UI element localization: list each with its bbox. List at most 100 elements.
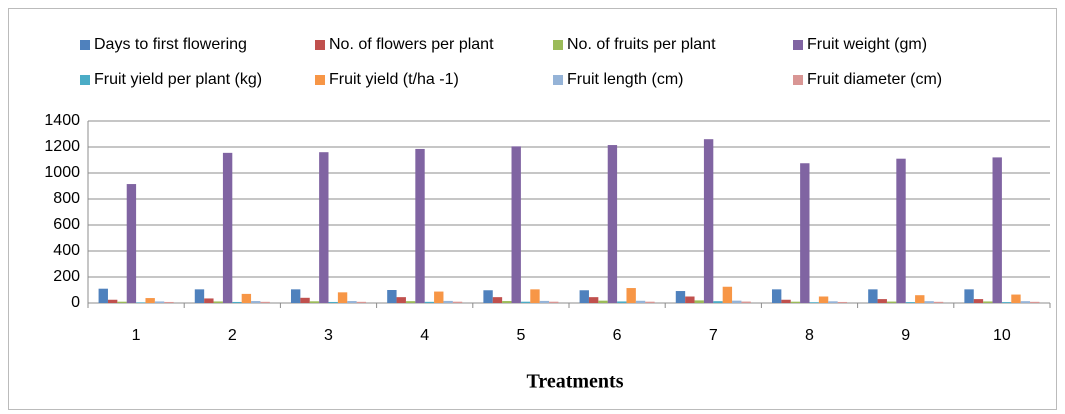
legend-label: No. of fruits per plant (567, 36, 716, 53)
bar (617, 301, 627, 303)
legend-swatch (80, 40, 90, 50)
bar (1030, 301, 1040, 303)
legend-label: Fruit yield per plant (kg) (94, 71, 262, 88)
bar (886, 301, 897, 303)
legend-swatch (553, 40, 563, 50)
y-tick-label: 1000 (44, 164, 80, 181)
bar (877, 299, 887, 303)
bar (443, 300, 453, 303)
legend-swatch (553, 75, 563, 85)
bar (126, 184, 137, 303)
bar (992, 157, 1002, 303)
bar (685, 296, 695, 303)
bar (290, 289, 301, 303)
y-tick-label: 600 (53, 216, 80, 233)
y-tick-label: 1200 (44, 138, 80, 155)
bar (251, 301, 261, 303)
bar (1011, 294, 1021, 303)
x-tick-label: 9 (901, 327, 910, 344)
bar (194, 289, 205, 303)
bar (915, 295, 925, 303)
bar (1001, 302, 1012, 303)
x-tick-label: 8 (805, 327, 814, 344)
bar (588, 297, 599, 303)
bar (905, 302, 916, 303)
bar (713, 301, 723, 303)
legend-label: Fruit diameter (cm) (807, 71, 942, 88)
bar (530, 289, 540, 303)
bar (741, 301, 751, 303)
bar (800, 163, 810, 303)
bar (164, 301, 174, 303)
bar (924, 301, 934, 303)
bar (973, 299, 984, 303)
y-tick-label: 1400 (44, 112, 80, 129)
bar (694, 300, 704, 303)
bar (809, 302, 819, 303)
bar (675, 291, 686, 303)
bar (983, 301, 993, 303)
bar (626, 288, 636, 303)
legend-swatch (793, 40, 803, 50)
bar (452, 301, 463, 303)
y-tick-label: 800 (53, 190, 80, 207)
bar (434, 291, 444, 303)
legend-label: No. of flowers per plant (329, 36, 494, 53)
y-tick-label: 400 (53, 242, 80, 259)
bar (232, 301, 242, 303)
x-tick-label: 4 (420, 327, 429, 344)
bar (520, 301, 531, 303)
bar (868, 289, 878, 303)
legend-swatch (315, 75, 325, 85)
bar (117, 301, 127, 303)
bar (154, 301, 165, 303)
bar (107, 299, 118, 303)
bar (492, 297, 503, 303)
bar (396, 297, 406, 303)
x-tick-label: 1 (132, 327, 141, 344)
bar (703, 139, 714, 303)
bar (502, 301, 512, 303)
bar (483, 290, 493, 303)
bar (539, 300, 550, 303)
bar (337, 292, 348, 303)
y-tick-label: 200 (53, 268, 80, 285)
bar (828, 301, 838, 303)
bar (328, 301, 338, 303)
x-tick-label: 3 (324, 327, 333, 344)
bar (790, 301, 801, 303)
bar (98, 288, 108, 303)
bar (722, 286, 733, 303)
legend-label: Fruit weight (gm) (807, 36, 927, 53)
x-tick-label: 10 (993, 327, 1011, 344)
x-axis-title: Treatments (526, 371, 623, 393)
bar (837, 301, 848, 303)
bar (347, 301, 357, 303)
bar (896, 158, 906, 303)
bar (222, 152, 233, 303)
legend-label: Fruit yield (t/ha -1) (329, 71, 459, 88)
bar (964, 289, 974, 303)
bar (732, 300, 742, 303)
x-tick-label: 5 (516, 327, 525, 344)
legend-swatch (80, 75, 90, 85)
bar (387, 290, 397, 303)
bar (424, 301, 435, 303)
bar (933, 301, 944, 303)
bar (136, 302, 146, 303)
bar (300, 297, 310, 303)
x-tick-label: 7 (709, 327, 718, 344)
bar (145, 298, 155, 303)
bar (635, 300, 646, 303)
chart-border (8, 8, 1057, 410)
y-tick-label: 0 (71, 294, 80, 311)
legend-label: Fruit length (cm) (567, 71, 683, 88)
bar (771, 289, 782, 303)
bar (818, 296, 829, 303)
bar (549, 301, 559, 303)
bar (415, 148, 425, 303)
x-tick-label: 2 (228, 327, 237, 344)
bar (204, 298, 214, 303)
legend-swatch (315, 40, 325, 50)
bar (405, 301, 416, 303)
